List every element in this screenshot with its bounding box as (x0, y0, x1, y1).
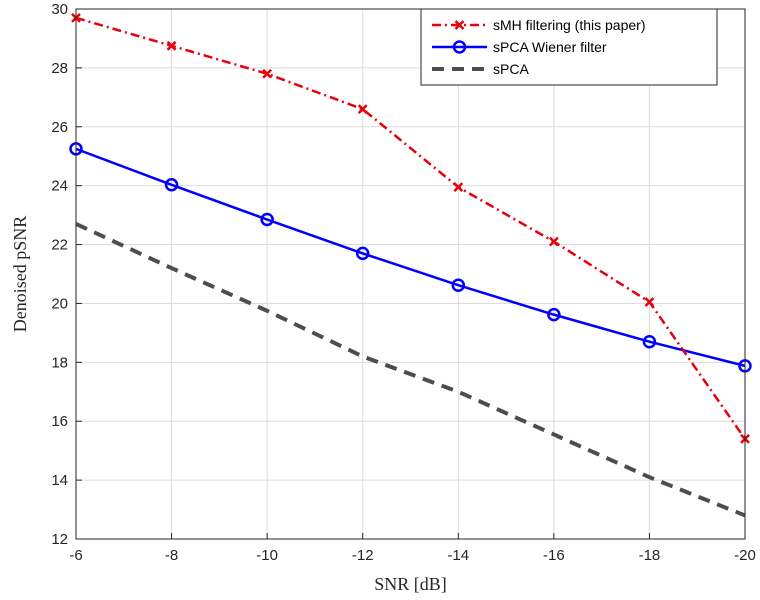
data-point (547, 307, 561, 322)
x-tick-label: -6 (69, 547, 82, 564)
x-tick-label: -20 (734, 547, 756, 564)
x-axis-label: SNR [dB] (374, 574, 447, 594)
x-tick-label: -16 (543, 547, 565, 564)
series-spca (75, 222, 746, 518)
data-point (453, 182, 464, 193)
series-line (75, 222, 746, 518)
y-tick-label: 26 (51, 119, 68, 136)
data-point (166, 40, 177, 51)
series-line (75, 16, 747, 440)
plot-frame (75, 8, 746, 540)
x-tick-label: -12 (352, 547, 374, 564)
data-point (164, 178, 179, 192)
legend-entry: sPCA (432, 61, 529, 77)
y-tick-label: 30 (51, 1, 68, 18)
y-tick-label: 14 (51, 472, 68, 489)
data-point (357, 104, 368, 114)
legend-marker (452, 40, 467, 54)
legend-label: sPCA (493, 61, 529, 77)
tick-labels: -6 -8 -10 -12 -14 -16 -18 -20 12 14 16 18 20 22 24 26 28… (51, 1, 756, 564)
series-smh-filtering-this-paper (71, 12, 750, 444)
series-line (75, 147, 746, 368)
y-tick-label: 16 (51, 413, 68, 430)
y-tick-label: 22 (51, 237, 68, 254)
data-point (642, 334, 657, 349)
legend: sMH filtering (this paper) sPCA Wiener fi… (420, 8, 718, 86)
legend-entry: sPCA Wiener filter (432, 39, 607, 55)
y-tick-label: 20 (51, 295, 68, 312)
data-point (260, 212, 274, 227)
y-tick-label: 24 (51, 178, 68, 195)
plot-area (76, 9, 745, 539)
y-tick-label: 12 (51, 531, 68, 548)
x-tick-label: -8 (165, 547, 178, 564)
y-tick-label: 18 (51, 354, 68, 371)
data-point (548, 236, 559, 247)
legend-entry: sMH filtering (this paper) (432, 17, 646, 33)
legend-label: sPCA Wiener filter (493, 39, 607, 55)
legend-label: sMH filtering (this paper) (493, 17, 646, 33)
data-point (644, 297, 655, 307)
data-point (451, 278, 466, 292)
x-tick-label: -10 (256, 547, 278, 564)
y-axis-label: Denoised pSNR (10, 216, 30, 333)
series-layer (69, 12, 752, 518)
data-point (262, 68, 273, 79)
legend-marker (454, 20, 465, 30)
y-tick-label: 28 (51, 60, 68, 77)
data-point (355, 246, 370, 261)
x-tick-label: -14 (447, 547, 469, 564)
x-tick-label: -18 (639, 547, 661, 564)
